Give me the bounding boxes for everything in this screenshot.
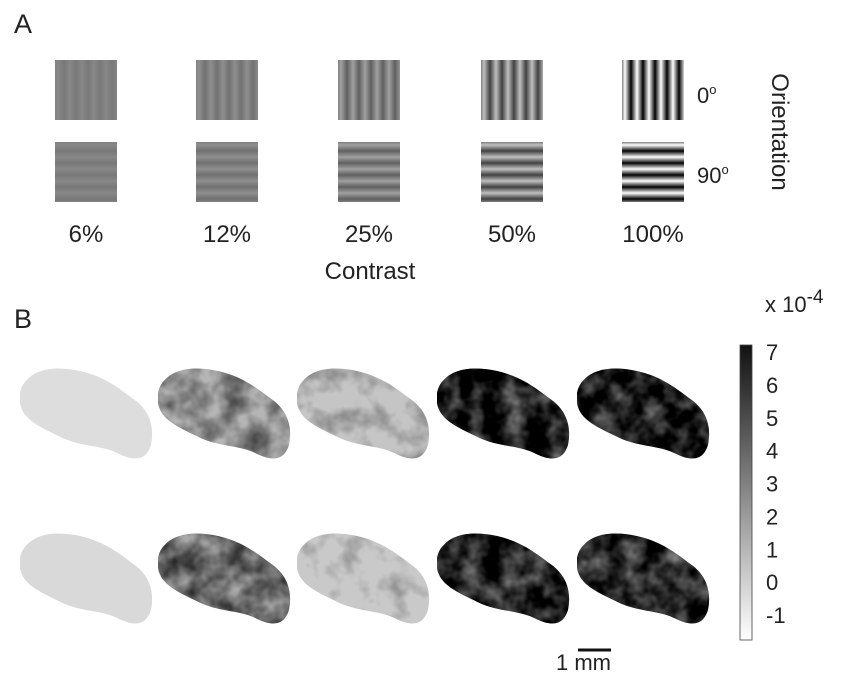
orientation-unit: o <box>721 162 728 177</box>
map-texture <box>437 365 572 465</box>
cortex-map <box>158 365 293 465</box>
orientation-unit: o <box>709 82 716 97</box>
grating <box>338 60 400 120</box>
orientation-label: 0o <box>697 82 716 108</box>
cortex-map <box>297 530 432 630</box>
cortex-map <box>158 530 293 630</box>
map-texture <box>577 530 712 630</box>
colorbar-tick-label: 4 <box>766 439 778 464</box>
map-texture <box>158 365 293 465</box>
figure: A Contrast Orientation B x 10-4 1 mm 6% 1… <box>0 0 853 679</box>
colorbar-tick-label: 2 <box>766 504 778 529</box>
colorbar-base: x 10 <box>765 292 807 317</box>
colorbar-tick-label: 0 <box>766 570 778 595</box>
map-texture <box>297 365 432 465</box>
grating <box>622 60 684 120</box>
cortex-map <box>577 530 712 630</box>
colorbar-tick-label: 3 <box>766 472 778 497</box>
grating <box>481 142 543 202</box>
grating <box>481 60 543 120</box>
grating <box>622 142 684 202</box>
colorbar-title: x 10-4 <box>765 287 824 317</box>
grating <box>196 60 258 120</box>
grating <box>55 142 117 202</box>
colorbar-tick-label: 7 <box>766 340 778 365</box>
grating <box>338 142 400 202</box>
map-texture <box>297 530 432 630</box>
grating <box>196 142 258 202</box>
map-texture <box>158 530 293 630</box>
map-texture <box>577 365 712 465</box>
map-texture <box>437 530 572 630</box>
scale-label: 1 mm <box>556 650 611 675</box>
panel-letter: B <box>14 304 32 334</box>
orientation-value: 90 <box>697 163 721 188</box>
contrast-label: 100% <box>622 221 683 248</box>
grating <box>55 60 117 120</box>
cortex-map <box>437 530 572 630</box>
cortex-map <box>437 365 572 465</box>
orientation-label: 90o <box>697 162 729 188</box>
colorbar-tick-label: 5 <box>766 406 778 431</box>
map-texture <box>20 365 155 465</box>
contrast-label: 12% <box>203 221 251 248</box>
colorbar-tick-label: 6 <box>766 373 778 398</box>
contrast-label: 50% <box>488 221 536 248</box>
cortex-map <box>20 365 155 465</box>
cortex-map <box>20 530 155 630</box>
cortex-map <box>577 365 712 465</box>
colorbar-exponent: -4 <box>807 287 824 308</box>
contrast-label: 25% <box>345 221 393 248</box>
cortex-map <box>297 365 432 465</box>
colorbar-tick-label: -1 <box>766 603 786 628</box>
map-texture <box>20 530 155 630</box>
colorbar-tick-label: 1 <box>766 537 778 562</box>
axis-title: Contrast <box>325 258 416 285</box>
orientation-value: 0 <box>697 83 709 108</box>
contrast-label: 6% <box>69 221 104 248</box>
axis-title: Orientation <box>766 73 793 190</box>
colorbar <box>740 345 752 640</box>
panel-letter: A <box>14 9 32 39</box>
